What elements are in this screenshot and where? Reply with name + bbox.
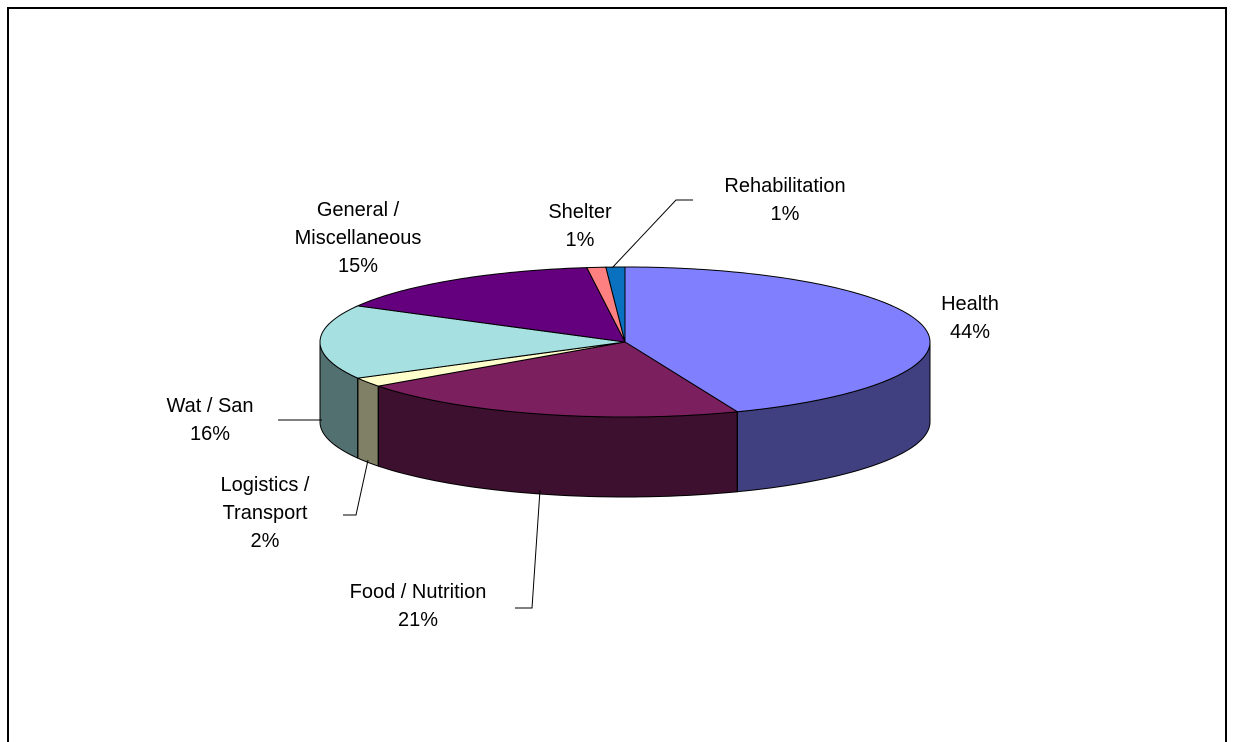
value-label: 16% [189,423,231,445]
slice [319,305,626,379]
category-label: Shelter [548,201,612,223]
value-label: 15% [337,255,379,277]
leader-line [611,199,693,269]
slice-label: General / Miscellaneous 15% [258,196,458,280]
slice [624,266,931,413]
category-label: Wat / San [166,395,254,417]
slice-label: Food / Nutrition 21% [288,578,548,634]
slice-sides [319,341,931,498]
value-label: 21% [397,609,439,631]
value-label: 44% [949,321,991,343]
category-label: Rehabilitation [724,175,846,197]
value-label: 1% [565,229,595,251]
leader-line [515,489,541,609]
slice [605,266,626,343]
slice-label: Health 44% [870,290,1070,346]
category-label: Logistics / Transport [220,474,310,524]
category-label: General / Miscellaneous [294,199,422,249]
category-label: Health [941,293,999,315]
leader-line [343,459,369,516]
slice [355,341,626,387]
slice-label: Logistics / Transport 2% [190,471,340,555]
slices [319,266,931,498]
slice-tops [319,266,931,418]
value-label: 2% [250,530,280,552]
slice-label: Wat / San 16% [110,392,310,448]
slice-label: Shelter 1% [520,198,640,254]
chart-border [7,7,1227,742]
slice [355,267,626,343]
category-label: Food / Nutrition [349,581,487,603]
slice-label: Rehabilitation 1% [685,172,885,228]
slice [378,341,739,418]
value-label: 1% [770,203,800,225]
leader-lines [278,199,693,609]
slice-side [357,377,379,467]
